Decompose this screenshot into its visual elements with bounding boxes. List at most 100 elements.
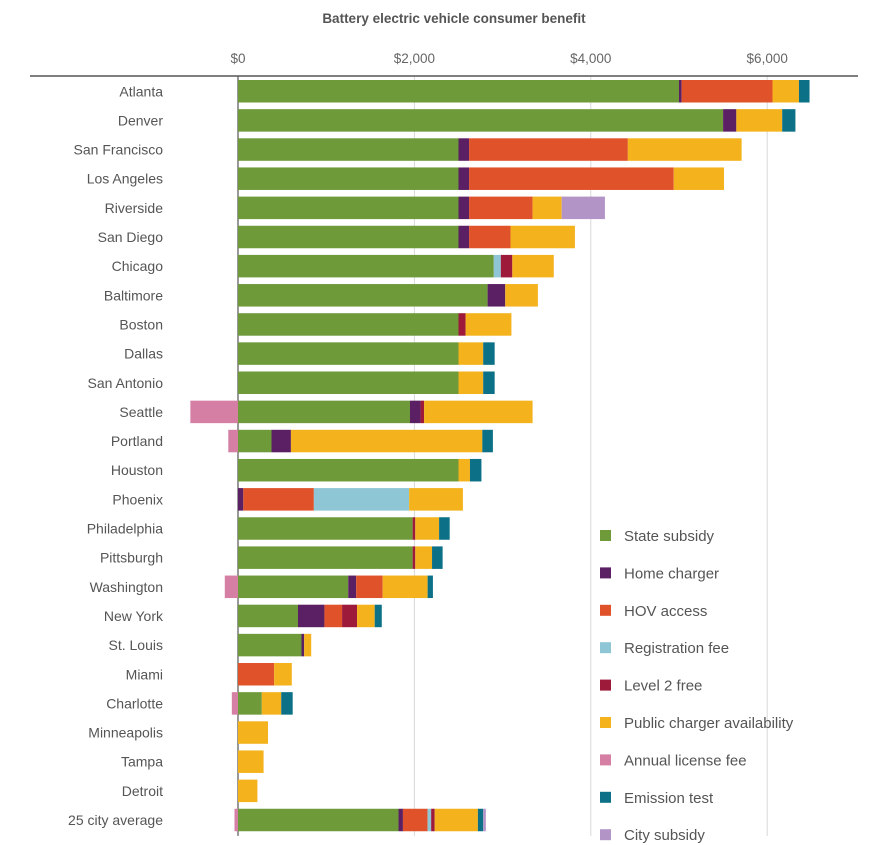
bar-segment-state-subsidy (238, 109, 724, 132)
legend-item-emission-test: Emission test (600, 790, 714, 807)
bar-segment-home-charger (271, 429, 291, 453)
legend-swatch (600, 791, 611, 803)
chart-title: Battery electric vehicle consumer benefi… (322, 11, 586, 26)
bar-row-san-diego (238, 225, 575, 249)
bar-segment-public-charger-availability (382, 575, 428, 599)
bar-row-los-angeles (238, 167, 724, 190)
bar-row-san-antonio (238, 371, 495, 394)
bar-segment-state-subsidy (238, 604, 298, 628)
category-label: Minneapolis (88, 725, 163, 741)
bar-segment-home-charger (398, 808, 403, 832)
bar-segment-home-charger (723, 109, 737, 132)
legend-item-home-charger: Home charger (600, 565, 719, 582)
category-label: Pittsburgh (100, 550, 163, 566)
bar-segment-state-subsidy (238, 692, 262, 715)
bar-segment-public-charger-availability (238, 779, 258, 803)
bar-row-san-francisco (238, 138, 742, 161)
bar-row-tampa (238, 750, 264, 773)
bar-segment-public-charger-availability (238, 721, 268, 744)
category-label: Houston (111, 462, 163, 478)
bar-segment-hov-access (469, 196, 533, 220)
legend-item-annual-license-fee: Annual license fee (600, 752, 747, 769)
category-label: Washington (90, 579, 163, 595)
bar-segment-public-charger-availability (261, 692, 282, 715)
category-label: San Antonio (87, 375, 163, 391)
bar-row-baltimore (238, 284, 538, 307)
bar-segment-state-subsidy (238, 167, 459, 190)
bar-segment-public-charger-availability (290, 429, 483, 453)
bar-segment-home-charger (238, 488, 244, 511)
legend-item-hov-access: HOV access (600, 603, 707, 620)
bar-segment-emission-test (483, 342, 495, 365)
category-label: San Francisco (74, 142, 164, 158)
bar-segment-public-charger-availability (357, 604, 375, 628)
category-labels: Atlanta Denver San Francisco Los Angeles Riv… (68, 83, 164, 828)
category-label: Riverside (105, 200, 164, 216)
bar-segment-state-subsidy (238, 808, 399, 832)
bar-segment-public-charger-availability (510, 225, 575, 249)
category-label: Denver (118, 112, 163, 128)
bar-segment-state-subsidy (238, 517, 413, 540)
bar-segment-level-2-free (458, 313, 466, 336)
bar-segment-hov-access (324, 604, 343, 628)
bar-row-chicago (238, 254, 554, 278)
x-tick-label: $0 (230, 51, 245, 66)
legend-swatch (600, 717, 611, 728)
bar-segment-public-charger-availability (458, 371, 484, 394)
category-label: Detroit (122, 783, 163, 799)
bar-row-pittsburgh (238, 546, 443, 569)
bar-segment-home-charger (458, 225, 470, 249)
bar-segment-registration-fee (493, 254, 501, 278)
legend-label: Level 2 free (624, 678, 702, 695)
bar-segment-hov-access (243, 488, 314, 511)
bar-segment-emission-test (439, 517, 450, 540)
legend-label: State subsidy (624, 528, 715, 545)
bar-row-washington (224, 575, 433, 599)
bar-segment-public-charger-availability (458, 458, 470, 482)
bar-segment-public-charger-availability (274, 663, 292, 686)
category-label: Charlotte (106, 695, 163, 711)
bar-segment-level-2-free (412, 517, 416, 540)
bar-segment-level-2-free (500, 254, 513, 278)
bar-segment-public-charger-availability (424, 400, 533, 424)
bar-row-denver (238, 109, 796, 132)
bar-segment-home-charger (458, 196, 470, 220)
bar-segment-hov-access (469, 167, 674, 190)
category-label: 25 city average (68, 812, 163, 828)
bar-area (190, 80, 810, 832)
category-label: New York (104, 608, 164, 624)
bar-segment-hov-access (238, 663, 275, 686)
bar-row-houston (238, 458, 482, 482)
bar-row-seattle (190, 400, 533, 424)
legend-swatch (600, 679, 611, 691)
legend-item-level-2-free: Level 2 free (600, 678, 702, 695)
bar-segment-state-subsidy (238, 313, 459, 336)
bar-segment-hov-access (681, 80, 773, 103)
bar-segment-emission-test (483, 371, 495, 394)
bar-row-boston (238, 313, 512, 336)
bar-segment-home-charger (679, 80, 682, 103)
bar-segment-public-charger-availability (505, 284, 538, 307)
bar-segment-annual-license-fee (228, 429, 238, 453)
legend-swatch (600, 642, 611, 654)
legend-label: Home charger (624, 565, 719, 582)
bar-segment-city-subsidy (561, 196, 605, 220)
category-label: Portland (111, 433, 163, 449)
bar-row-new-york (238, 604, 382, 628)
bar-segment-public-charger-availability (304, 633, 312, 657)
legend-swatch (600, 530, 611, 541)
legend-item-public-charger-availability: Public charger availability (600, 715, 794, 732)
category-label: Seattle (119, 404, 163, 420)
bar-segment-annual-license-fee (190, 400, 238, 424)
bar-segment-registration-fee (313, 488, 410, 511)
bar-segment-state-subsidy (238, 429, 272, 453)
bar-segment-public-charger-availability (772, 80, 799, 103)
category-label: Boston (119, 316, 163, 332)
x-axis: $0 $2,000 $4,000 $6,000 (30, 51, 858, 77)
bar-segment-public-charger-availability (409, 488, 463, 511)
bar-row-portland (228, 429, 493, 453)
bar-row-detroit (238, 779, 258, 803)
bar-segment-hov-access (356, 575, 383, 599)
bar-row-atlanta (238, 80, 810, 103)
bar-segment-annual-license-fee (231, 692, 238, 715)
